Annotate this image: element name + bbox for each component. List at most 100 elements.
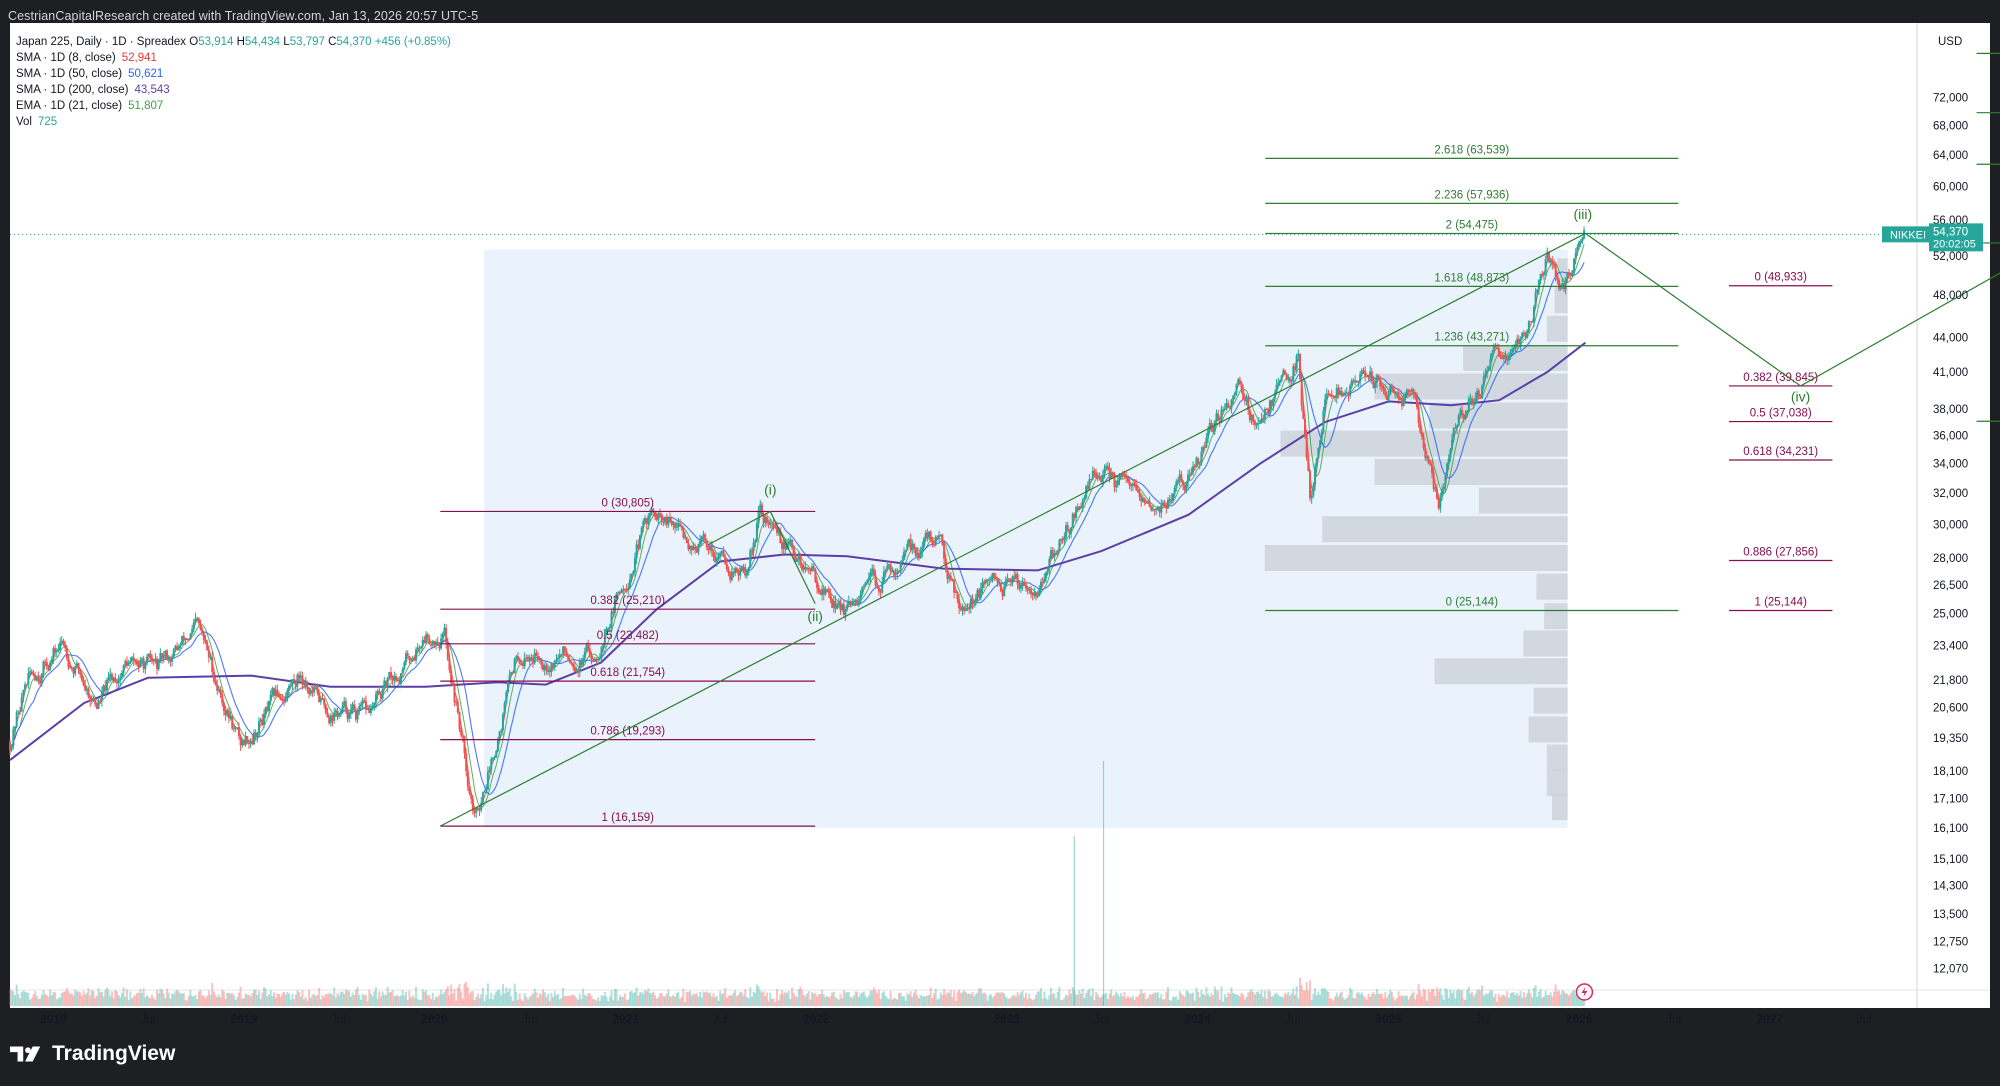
candle: [862, 584, 865, 589]
candle: [388, 671, 391, 679]
y-tick-label: 68,000: [1933, 120, 1968, 132]
trend-line[interactable]: [1585, 232, 1801, 387]
candle: [864, 581, 867, 587]
candle: [430, 643, 433, 649]
trend-line[interactable]: [769, 511, 816, 604]
candle: [1581, 236, 1584, 245]
candle: [941, 533, 944, 546]
volume-bar: [181, 992, 184, 1006]
candle: [308, 687, 311, 699]
candle: [1395, 390, 1398, 399]
fib-set-1[interactable]: 0 (30,805)0.382 (25,210)0.5 (23,482)0.61…: [440, 497, 816, 827]
volume-bar: [869, 990, 872, 1006]
candle: [1050, 546, 1053, 561]
volume-bar: [1253, 994, 1256, 1006]
volume-bar: [1512, 992, 1515, 1006]
indicator-value: 725: [38, 116, 57, 128]
candle: [364, 695, 367, 715]
volume-bar: [572, 994, 575, 1006]
volume-bar: [77, 991, 80, 1006]
candle: [740, 565, 743, 572]
candle: [1310, 490, 1313, 504]
candle: [774, 526, 777, 529]
volume-bar: [1101, 994, 1104, 1006]
volume-bar: [406, 999, 409, 1006]
candle: [598, 653, 601, 662]
volume-bar: [1365, 999, 1368, 1006]
indicator-value: 52,941: [122, 52, 157, 64]
volume-bar: [226, 992, 229, 1006]
candle: [1230, 398, 1233, 414]
candle: [807, 567, 810, 574]
candle: [129, 657, 132, 664]
indicator-label: EMA · 1D (21, close): [16, 100, 122, 112]
candle: [341, 701, 344, 714]
candle: [884, 568, 887, 577]
volume-bar: [451, 993, 454, 1006]
volume-bar: [379, 996, 382, 1006]
volume-bar: [884, 995, 887, 1006]
volume-bar: [892, 998, 895, 1006]
candle: [1188, 469, 1191, 481]
candle: [1101, 470, 1104, 488]
candle: [1039, 578, 1042, 595]
volume-bar: [826, 996, 829, 1006]
x-tick-label: 2022: [803, 1012, 830, 1026]
lightning-icon[interactable]: [1575, 983, 1594, 1001]
volume-bar: [958, 989, 961, 1006]
candle: [172, 647, 175, 659]
candle: [1158, 506, 1161, 518]
volume-profile-bar: [1478, 487, 1568, 514]
volume-bar: [745, 997, 748, 1006]
ema-21-line[interactable]: [9, 244, 1585, 809]
price-axis[interactable]: [1917, 23, 1990, 1008]
candle: [607, 627, 610, 633]
candle: [780, 539, 783, 555]
volume-bar: [555, 995, 558, 1006]
candle: [495, 749, 498, 759]
volume-bar: [1297, 998, 1300, 1006]
last-price-tag[interactable]: [1929, 223, 1983, 252]
candle: [1192, 461, 1195, 476]
volume-bar: [224, 999, 227, 1006]
volume-bar: [772, 998, 775, 1006]
symbol-tag[interactable]: [1882, 226, 1935, 243]
wave-label: (iii): [1573, 206, 1592, 222]
fib-set-3[interactable]: 0 (48,933)0.382 (39,845)0.5 (37,038)0.61…: [1729, 272, 1833, 612]
candle: [1133, 479, 1136, 488]
candle: [184, 638, 187, 645]
candle: [567, 654, 570, 661]
fib-set-2[interactable]: 2.618 (63,539)2.236 (57,936)2 (54,475)1.…: [1265, 144, 1679, 612]
tradingview-brand[interactable]: TradingView: [10, 1042, 175, 1066]
volume-bar: [1043, 991, 1046, 1006]
candle: [162, 651, 165, 663]
volume-bar: [687, 991, 690, 1006]
volume-bar: [112, 998, 115, 1006]
candle: [366, 708, 369, 710]
candle: [919, 546, 922, 559]
volume-bar: [841, 997, 844, 1006]
trend-line[interactable]: [1800, 164, 2000, 387]
volume-bar: [129, 991, 132, 1006]
volume-bar: [610, 990, 613, 1006]
candle: [1344, 389, 1347, 396]
candle: [137, 659, 140, 673]
volume-profile-bar: [1554, 287, 1568, 314]
volume-bar: [1242, 994, 1245, 1006]
volume-bar: [664, 996, 667, 1006]
volume-bar: [376, 998, 379, 1006]
candle: [1070, 526, 1073, 539]
trend-line[interactable]: [440, 232, 1586, 827]
volume-bar: [209, 994, 212, 1006]
candle: [1566, 271, 1569, 283]
volume-bar: [485, 994, 488, 1006]
volume-bar: [819, 993, 822, 1006]
candle: [1417, 401, 1420, 428]
volume-bar: [829, 996, 832, 1006]
trend-line[interactable]: [708, 510, 771, 545]
candle: [516, 652, 519, 662]
volume-bar: [1277, 994, 1280, 1006]
volume-bar: [822, 994, 825, 1006]
